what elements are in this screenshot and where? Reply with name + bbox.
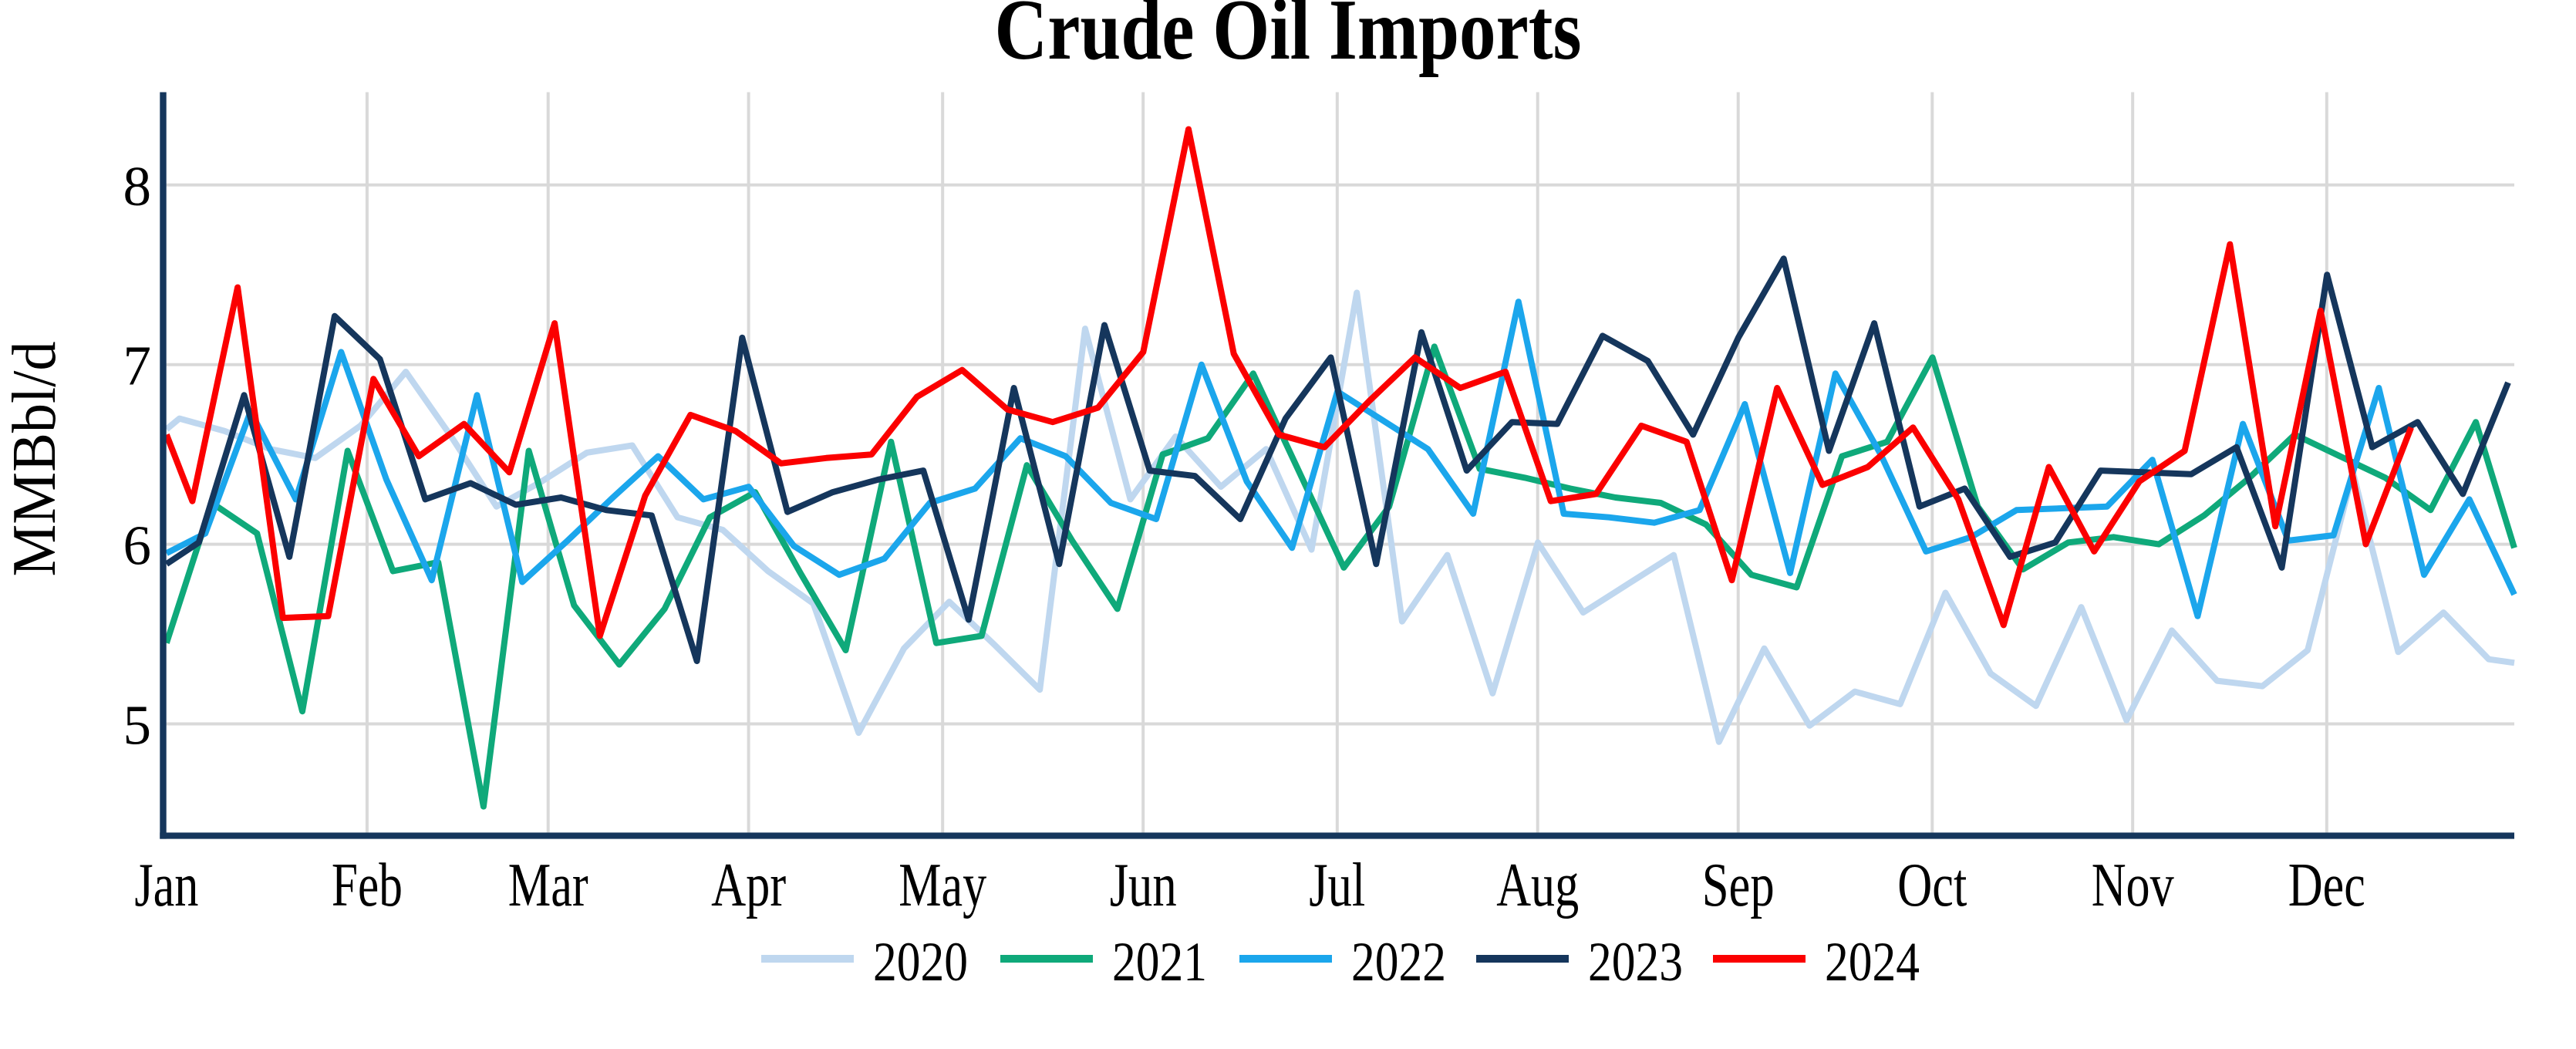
- svg-text:Jun: Jun: [1110, 852, 1177, 919]
- svg-text:Jan: Jan: [134, 852, 198, 919]
- svg-text:2023: 2023: [1588, 931, 1683, 993]
- svg-text:Apr: Apr: [711, 852, 786, 919]
- svg-text:Oct: Oct: [1897, 852, 1967, 919]
- svg-text:Mar: Mar: [508, 852, 588, 919]
- svg-text:Nov: Nov: [2092, 852, 2174, 919]
- svg-text:Jul: Jul: [1309, 852, 1365, 919]
- svg-text:Feb: Feb: [332, 852, 403, 919]
- svg-text:May: May: [899, 852, 986, 919]
- svg-text:Dec: Dec: [2288, 852, 2365, 919]
- svg-text:Sep: Sep: [1702, 852, 1775, 919]
- svg-text:2022: 2022: [1351, 931, 1446, 993]
- svg-text:2020: 2020: [873, 931, 968, 993]
- svg-text:2021: 2021: [1112, 931, 1207, 993]
- svg-text:7: 7: [123, 335, 152, 397]
- svg-text:8: 8: [123, 155, 152, 218]
- svg-text:Crude Oil Imports: Crude Oil Imports: [995, 0, 1582, 78]
- svg-text:MMBbl/d: MMBbl/d: [1, 342, 69, 577]
- svg-text:2024: 2024: [1825, 931, 1920, 993]
- svg-text:Aug: Aug: [1496, 852, 1579, 919]
- svg-text:6: 6: [123, 514, 152, 577]
- svg-text:5: 5: [123, 694, 152, 757]
